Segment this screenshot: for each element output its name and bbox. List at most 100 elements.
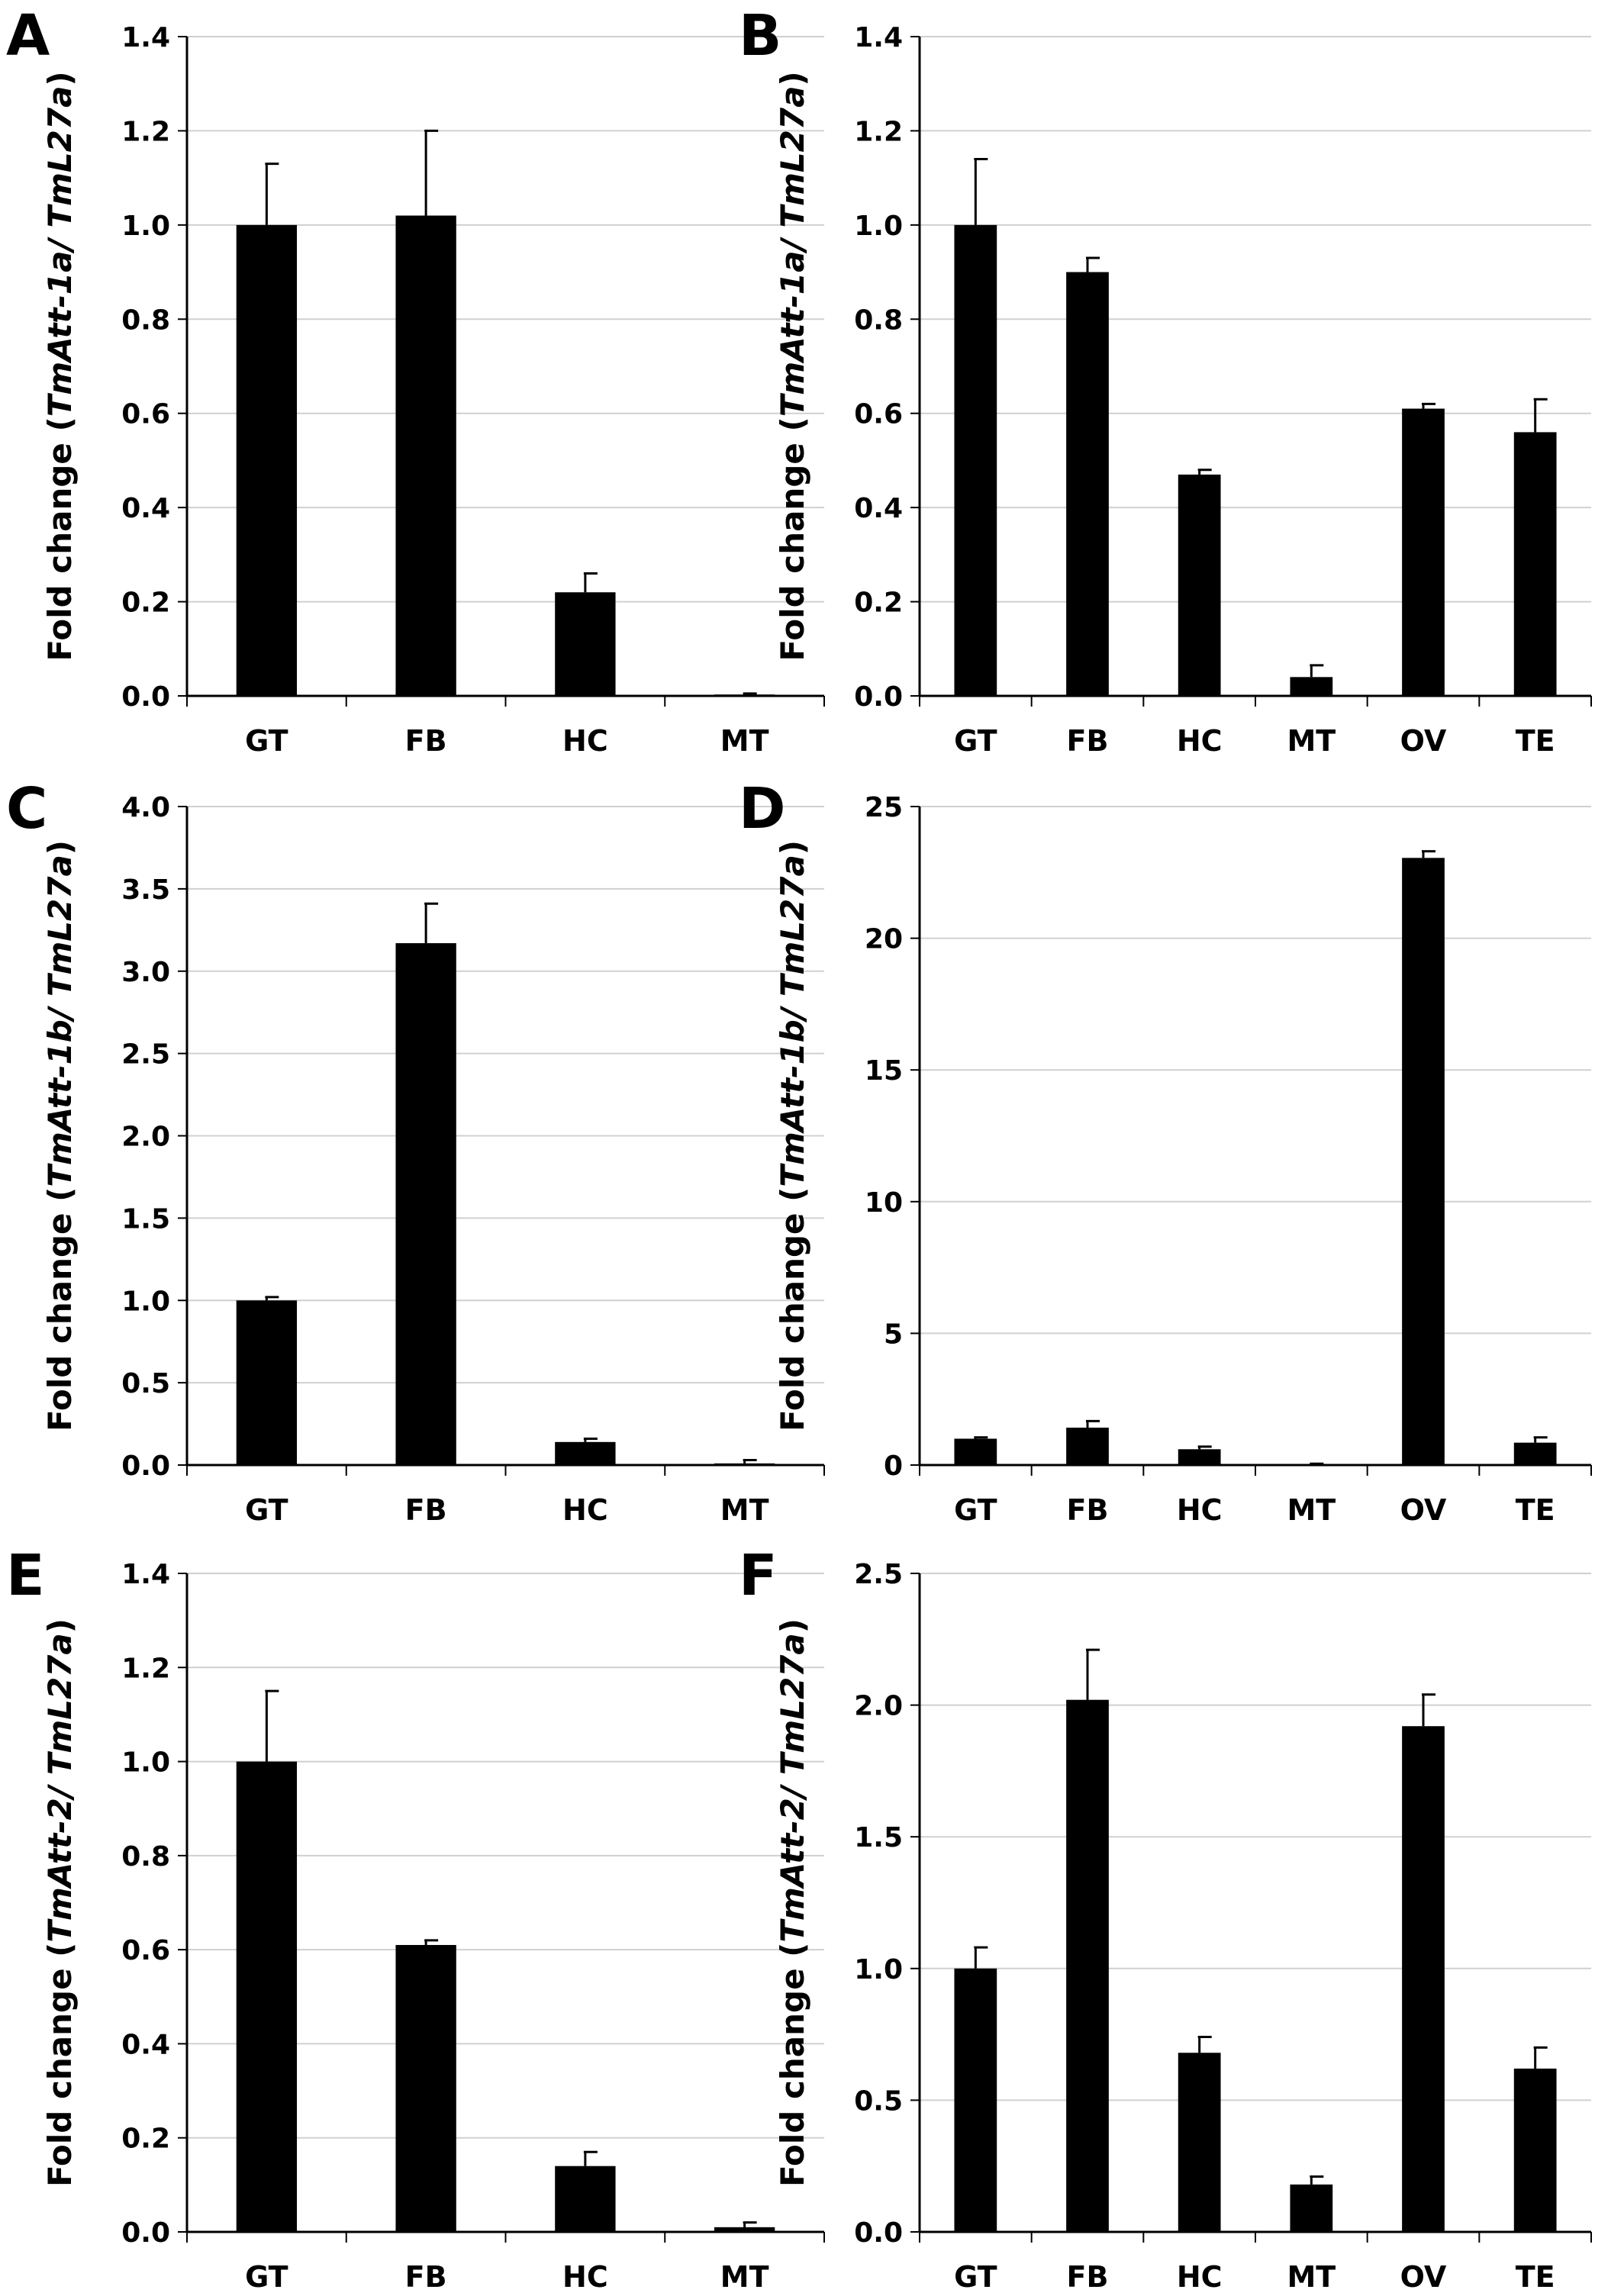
y-tick-label: 0.8 [121,1841,170,1873]
panel-f: F 0.0 0.5 1.0 1.5 2.0 2.5 GT FB HC MT OV TE Fold chan… [739,1543,1592,2294]
x-tick-label: MT [720,724,769,758]
bar-ov [1402,408,1445,696]
panel-letter: D [739,776,785,842]
bar-hc [555,2166,616,2232]
y-tick-label: 0.5 [854,2085,903,2117]
y-axis-label-gene: TmAtt-1b/ TmL27a [774,855,811,1187]
y-tick-label: 0.2 [854,588,903,619]
x-tick-label: FB [405,1493,447,1527]
y-tick-label: 1.5 [854,1822,903,1853]
y-tick-label: 15 [865,1055,903,1087]
y-tick-label: 3.5 [121,874,170,906]
y-tick-label: 5 [884,1319,903,1350]
y-tick-label: 1.0 [854,1954,903,1985]
y-axis-label-prefix: Fold change ( [41,417,79,661]
x-tick-label: GT [245,724,288,758]
y-axis-label-gene: TmAtt-2/ TmL27a [41,1633,79,1942]
bar-mt [1290,2184,1333,2232]
y-tick-label: 1.0 [121,1747,170,1779]
x-tick-label: FB [405,724,447,758]
panel-letter: C [6,776,47,842]
y-axis-label-suffix: ) [774,71,811,85]
bar-hc [555,592,616,696]
x-tick-label: FB [405,2260,447,2294]
bar-gt [954,1438,997,1465]
bar-gt [236,1761,298,2232]
panel-c: C 0.0 0.5 1.0 1.5 2.0 2.5 3.0 3.5 4.0 GT FB HC MT Fold… [6,776,825,1527]
x-tick-label: GT [245,2260,288,2294]
y-tick-label: 0.4 [121,493,170,524]
y-tick-label: 0.6 [121,399,170,430]
y-tick-label: 0.0 [121,1451,170,1482]
bar-gt [954,1968,997,2232]
bar-mt [1290,677,1333,696]
x-tick-label: TE [1516,724,1555,758]
y-axis-label-suffix: ) [41,71,79,85]
panel-e: E 0.0 0.2 0.4 0.6 0.8 1.0 1.2 1.4 GT FB HC MT Fold ch… [6,1543,825,2294]
bar-gt [954,224,997,696]
bar-te [1513,2068,1557,2232]
y-tick-label: 0.0 [121,2217,170,2249]
bar-te [1513,432,1557,696]
bar-mt [714,1463,775,1465]
x-tick-label: FB [1067,2260,1109,2294]
y-axis-label: Fold change (TmAtt-1b/ TmL27a) [774,840,811,1431]
bar-hc [1178,474,1221,696]
y-tick-label: 0.4 [854,493,903,524]
y-axis-label-gene: TmAtt-2/ TmL27a [774,1633,811,1942]
y-tick-label: 0.6 [854,399,903,430]
bar-hc [1178,1449,1221,1465]
y-tick-label: 3.0 [121,957,170,988]
y-tick-label: 0.8 [854,304,903,336]
x-tick-label: MT [1287,2260,1336,2294]
x-tick-label: FB [1067,724,1109,758]
bar-mt [714,2227,775,2232]
y-tick-label: 0.2 [121,588,170,619]
panel-a: A 0.0 0.2 0.4 0.6 0.8 1.0 1.2 1.4 GT FB HC MT Fold ch… [6,3,825,758]
y-tick-label: 25 [865,792,903,823]
x-tick-label: GT [954,2260,997,2294]
y-axis-label-suffix: ) [41,840,79,855]
y-tick-label: 1.2 [121,116,170,147]
panel-letter: B [739,3,781,69]
y-axis-label-prefix: Fold change ( [774,1187,811,1431]
bar-hc [555,1441,616,1465]
y-axis-label-prefix: Fold change ( [774,1943,811,2187]
bar-fb [1066,1427,1109,1465]
y-tick-label: 0.5 [121,1368,170,1399]
panel-letter: A [6,3,50,69]
panel-letter: F [739,1543,778,1608]
y-tick-label: 20 [865,924,903,955]
x-tick-label: HC [562,1493,608,1527]
panel-b: B 0.0 0.2 0.4 0.6 0.8 1.0 1.2 1.4 GT FB HC MT OV TE Fol… [739,3,1592,758]
x-tick-label: GT [954,1493,997,1527]
x-tick-label: MT [720,1493,769,1527]
y-axis-label: Fold change (TmAtt-1a/ TmL27a) [774,71,811,661]
bar-gt [236,1300,298,1465]
bar-ov [1402,1726,1445,2232]
x-tick-label: TE [1516,1493,1555,1527]
bar-hc [1178,2053,1221,2232]
y-tick-label: 2.0 [854,1691,903,1722]
y-axis-label-gene: TmAtt-1b/ TmL27a [41,855,79,1187]
bar-fb [1066,1699,1109,2232]
y-tick-label: 1.4 [854,22,903,53]
bar-fb [395,943,456,1465]
bar-te [1513,1442,1557,1465]
y-tick-label: 0.0 [854,2217,903,2249]
y-tick-label: 2.0 [121,1122,170,1153]
bar-fb [395,1944,456,2232]
x-tick-label: HC [1177,724,1223,758]
y-tick-label: 0.0 [854,681,903,713]
y-axis-label-prefix: Fold change ( [41,1187,79,1431]
y-tick-label: 0.4 [121,2029,170,2060]
bar-fb [1066,272,1109,697]
y-tick-label: 4.0 [121,792,170,823]
bar-fb [395,215,456,696]
x-tick-label: OV [1400,724,1447,758]
bar-gt [236,224,298,696]
x-tick-label: OV [1400,1493,1447,1527]
x-tick-label: MT [1287,1493,1336,1527]
y-axis-label-prefix: Fold change ( [41,1943,79,2187]
